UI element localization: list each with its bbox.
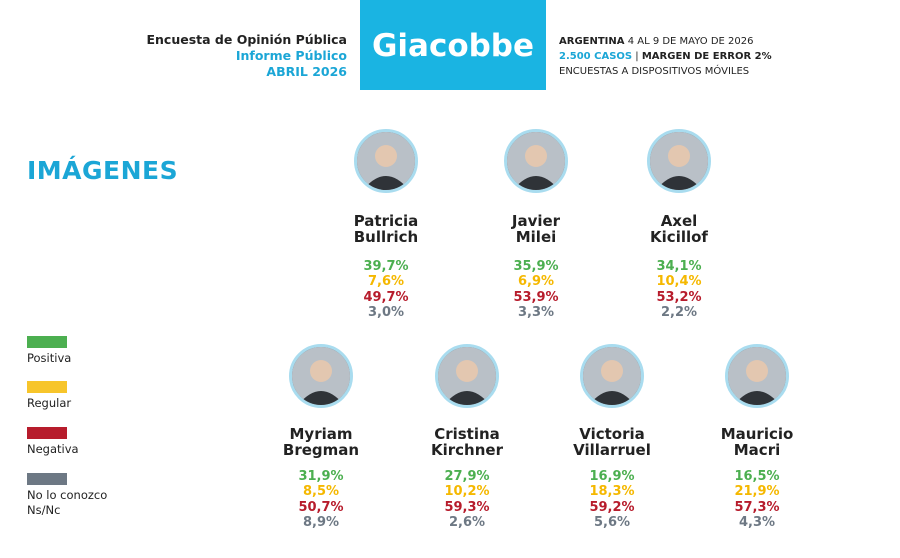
legend-label: Negativa: [27, 442, 79, 457]
name-line: Bullrich: [353, 228, 419, 246]
legend-text: No lo conozco: [27, 488, 108, 502]
candidate-values: 35,9% 6,9% 53,9% 3,3%: [486, 259, 586, 320]
legend-label: Regular: [27, 396, 71, 411]
image-value: 39,7%: [363, 259, 409, 274]
photo-silhouette: [583, 347, 641, 405]
name-line: Kirchner: [431, 441, 503, 459]
cases: 2.500 CASOS: [559, 51, 633, 62]
image-value: 31,9%: [298, 469, 344, 484]
candidate-name: Mauricio Macri: [687, 426, 827, 458]
legend-text: Positiva: [27, 351, 72, 365]
image-value: 8,5%: [302, 484, 340, 500]
image-value: 3,0%: [367, 304, 405, 320]
photo-silhouette: [357, 132, 415, 190]
image-value: 10,4%: [656, 274, 702, 290]
image-value: 8,9%: [302, 514, 340, 530]
image-value: 4,3%: [738, 514, 776, 530]
image-value: 53,9%: [513, 289, 559, 305]
info-line: ARGENTINA 4 AL 9 DE MAYO DE 2026: [559, 36, 754, 47]
image-value: 6,9%: [517, 274, 555, 290]
country: ARGENTINA: [559, 36, 625, 47]
image-value: 7,6%: [367, 274, 405, 290]
legend-text: Regular: [27, 396, 72, 410]
candidate-values: 34,1% 10,4% 53,2% 2,2%: [629, 259, 729, 320]
name-line: Cristina: [434, 425, 500, 443]
legend-swatch: [27, 473, 67, 485]
photo-silhouette: [728, 347, 786, 405]
info-line: 2.500 CASOS | MARGEN DE ERROR 2%: [559, 51, 772, 62]
photo-silhouette: [438, 347, 496, 405]
image-value: 57,3%: [734, 499, 780, 515]
field-dates: 4 AL 9 DE MAYO DE 2026: [627, 36, 754, 47]
name-line: Patricia: [353, 212, 419, 230]
image-value: 50,7%: [298, 499, 344, 515]
name-line: Myriam: [289, 425, 353, 443]
name-line: Javier: [511, 212, 561, 230]
legend-label: No lo conozco Ns/Nc: [27, 488, 107, 518]
brand: Giacobbe: [371, 28, 535, 64]
method: ENCUESTAS A DISPOSITIVOS MÓVILES: [559, 66, 750, 77]
legend-label: Positiva: [27, 351, 71, 366]
image-value: 49,7%: [363, 289, 409, 305]
candidate-name: Cristina Kirchner: [397, 426, 537, 458]
legend-text: Negativa: [27, 442, 79, 456]
candidate-name: Javier Milei: [466, 213, 606, 245]
name-line: Macri: [733, 441, 781, 459]
name-line: Villarruel: [573, 441, 651, 459]
image-value: 16,5%: [734, 469, 780, 484]
image-value: 5,6%: [593, 514, 631, 530]
candidate-values: 31,9% 8,5% 50,7% 8,9%: [271, 469, 371, 530]
candidate-name: Myriam Bregman: [251, 426, 391, 458]
photo-silhouette: [292, 347, 350, 405]
legend-swatch: [27, 427, 67, 439]
image-value: 59,2%: [589, 499, 635, 515]
image-value: 16,9%: [589, 469, 635, 484]
image-value: 34,1%: [656, 259, 702, 274]
error-margin: MARGEN DE ERROR 2%: [641, 51, 772, 62]
candidate-values: 16,5% 21,9% 57,3% 4,3%: [707, 469, 807, 530]
candidate-photo: [504, 129, 568, 193]
subtitle: Informe Público: [235, 48, 347, 63]
image-value: 21,9%: [734, 484, 780, 500]
photo-silhouette: [650, 132, 708, 190]
image-value: 18,3%: [589, 484, 635, 500]
candidate-name: Patricia Bullrich: [316, 213, 456, 245]
image-value: 27,9%: [444, 469, 490, 484]
candidate-name: Axel Kicillof: [609, 213, 749, 245]
name-line: Bregman: [282, 441, 360, 459]
name-line: Victoria: [579, 425, 645, 443]
candidate-name: Victoria Villarruel: [542, 426, 682, 458]
candidate-photo: [647, 129, 711, 193]
image-value: 2,6%: [448, 514, 486, 530]
legend-text: Ns/Nc: [27, 503, 61, 517]
candidate-photo: [435, 344, 499, 408]
section-title: IMÁGENES: [27, 156, 179, 185]
candidate-values: 16,9% 18,3% 59,2% 5,6%: [562, 469, 662, 530]
candidate-photo: [354, 129, 418, 193]
image-value: 59,3%: [444, 499, 490, 515]
name-line: Kicillof: [650, 228, 708, 246]
photo-silhouette: [507, 132, 565, 190]
brand-box: [360, 0, 546, 90]
image-value: 3,3%: [517, 304, 555, 320]
legend-swatch: [27, 381, 67, 393]
image-value: 53,2%: [656, 289, 702, 305]
legend-swatch: [27, 336, 67, 348]
image-value: 35,9%: [513, 259, 559, 274]
candidate-photo: [725, 344, 789, 408]
name-line: Milei: [515, 228, 557, 246]
image-value: 2,2%: [660, 304, 698, 320]
name-line: Mauricio: [720, 425, 794, 443]
title: Encuesta de Opinión Pública: [146, 32, 347, 47]
candidate-photo: [289, 344, 353, 408]
report-date: ABRIL 2026: [266, 64, 347, 79]
name-line: Axel: [660, 212, 698, 230]
candidate-values: 27,9% 10,2% 59,3% 2,6%: [417, 469, 517, 530]
candidate-photo: [580, 344, 644, 408]
image-value: 10,2%: [444, 484, 490, 500]
candidate-values: 39,7% 7,6% 49,7% 3,0%: [336, 259, 436, 320]
